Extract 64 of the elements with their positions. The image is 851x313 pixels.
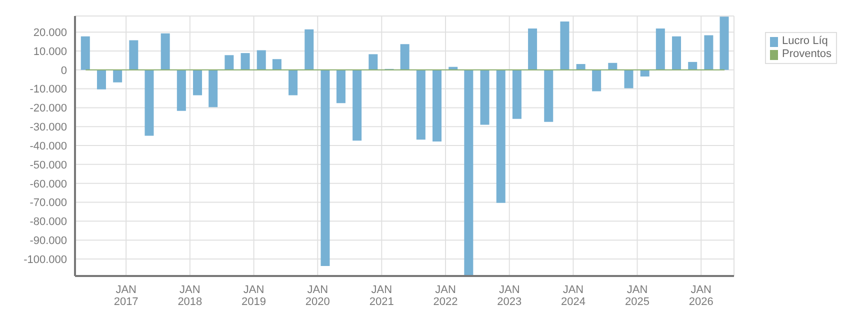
y-tick-label: -20.000 bbox=[30, 102, 67, 115]
bar bbox=[288, 70, 298, 96]
y-tick-label: -30.000 bbox=[30, 122, 67, 134]
bar bbox=[272, 59, 282, 70]
y-tick-label: -100.000 bbox=[24, 254, 67, 266]
y-tick-label: -10.000 bbox=[30, 84, 67, 96]
bar bbox=[704, 35, 714, 70]
bar bbox=[336, 70, 346, 104]
bar bbox=[688, 62, 698, 70]
legend-label: Lucro Líq bbox=[782, 35, 828, 48]
y-tick-label: 20.000 bbox=[33, 26, 67, 39]
x-tick-label: JAN 2023 bbox=[497, 284, 522, 308]
bar bbox=[624, 70, 634, 88]
x-tick-label: JAN 2025 bbox=[625, 284, 650, 308]
bar bbox=[544, 70, 554, 122]
x-tick-label: JAN 2017 bbox=[114, 284, 138, 308]
bar bbox=[528, 28, 538, 70]
bar bbox=[224, 55, 234, 70]
y-tick-label: -90.000 bbox=[30, 234, 67, 247]
x-tick-label: JAN 2026 bbox=[688, 284, 714, 308]
bar bbox=[256, 50, 266, 70]
y-tick-label: 0 bbox=[60, 64, 67, 77]
y-tick-label: -80.000 bbox=[30, 216, 67, 228]
y-tick-label: 10.000 bbox=[33, 46, 67, 58]
bar bbox=[144, 70, 154, 136]
bar bbox=[608, 62, 618, 70]
y-tick-label: -70.000 bbox=[30, 197, 67, 210]
x-tick-label: JAN 2019 bbox=[242, 284, 266, 308]
legend-label: Proventos bbox=[782, 48, 832, 61]
bar bbox=[400, 44, 410, 70]
y-tick-label: -50.000 bbox=[30, 159, 67, 172]
bar bbox=[512, 70, 522, 119]
bar bbox=[176, 70, 186, 111]
bar bbox=[640, 70, 650, 77]
x-tick-label: JAN 2024 bbox=[560, 284, 586, 308]
bar bbox=[672, 36, 682, 70]
y-tick-label: -40.000 bbox=[30, 140, 67, 152]
bar bbox=[80, 36, 90, 70]
bar bbox=[96, 70, 106, 90]
bar bbox=[432, 70, 442, 142]
bar bbox=[352, 70, 362, 141]
bar bbox=[113, 70, 122, 82]
bar bbox=[193, 70, 202, 96]
x-tick-label: JAN 2021 bbox=[369, 284, 394, 308]
bar bbox=[416, 70, 426, 140]
bar bbox=[592, 70, 602, 92]
bar bbox=[208, 70, 218, 108]
bar bbox=[160, 33, 170, 70]
bar bbox=[480, 70, 490, 125]
bar bbox=[720, 16, 729, 70]
bar bbox=[368, 54, 378, 70]
bar bbox=[304, 29, 314, 70]
bar bbox=[464, 70, 474, 276]
bar bbox=[240, 53, 250, 70]
bar bbox=[656, 28, 665, 70]
bar bbox=[576, 64, 586, 70]
x-tick-label: JAN 2018 bbox=[178, 284, 202, 308]
bar bbox=[560, 21, 570, 70]
bar bbox=[320, 70, 330, 266]
bar bbox=[129, 40, 138, 70]
bar bbox=[496, 70, 506, 203]
x-tick-label: JAN 2022 bbox=[433, 284, 458, 308]
x-tick-label: JAN 2020 bbox=[305, 284, 330, 308]
y-tick-label: -60.000 bbox=[30, 178, 67, 190]
